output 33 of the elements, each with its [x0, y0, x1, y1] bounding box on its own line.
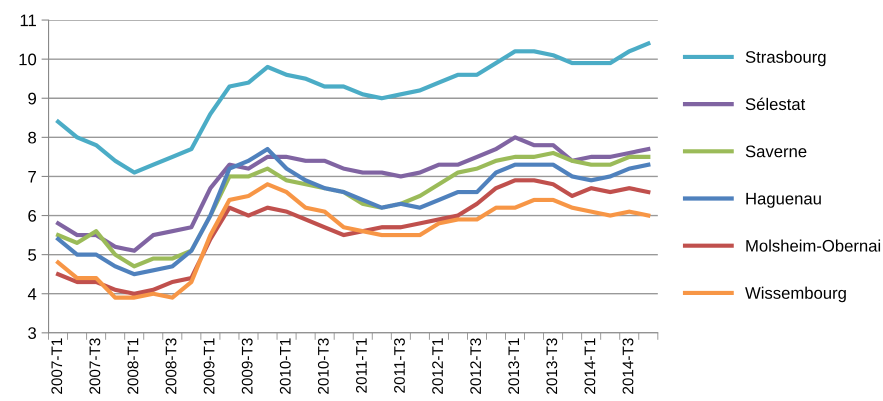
y-tick-label: 4 — [28, 288, 36, 300]
legend-label: Haguenau — [746, 192, 821, 208]
x-tick-label: 2013-T1 — [508, 338, 520, 394]
x-tick-label: 2009-T3 — [242, 338, 253, 394]
y-tick-label: 7 — [28, 171, 36, 182]
x-tick-label: 2009-T1 — [204, 338, 215, 394]
x-tick-label: 2008-T1 — [128, 338, 138, 394]
x-tick-label: 2012-T3 — [470, 338, 482, 394]
x-tick-label: 2014-T1 — [584, 338, 596, 394]
y-tick-label: 3 — [28, 327, 36, 340]
line-series — [56, 41, 650, 175]
legend-label: Saverne — [746, 146, 806, 158]
x-tick-label: 2011-T1 — [356, 338, 367, 393]
x-tick-label: 2010-T1 — [280, 338, 291, 394]
y-tick-label: 8 — [28, 132, 36, 144]
legend-label: Molsheim-Obernai — [746, 239, 880, 252]
legend-label: Wissembourg — [745, 286, 846, 302]
legend-label: Sélestat — [746, 98, 806, 110]
x-tick-label: 2011-T3 — [394, 338, 405, 393]
x-tick-label: 2007-T1 — [51, 338, 62, 394]
y-tick-label: 11 — [20, 14, 36, 26]
y-tick-label: 6 — [28, 210, 36, 222]
x-tick-label: 2007-T3 — [89, 338, 100, 394]
y-tick-label: 5 — [28, 249, 36, 261]
x-tick-label: 2014-T3 — [622, 338, 634, 394]
x-tick-label: 2012-T1 — [432, 338, 443, 394]
legend-label: Strasbourg — [746, 50, 826, 66]
line-series — [56, 135, 650, 253]
y-tick-label: 9 — [28, 92, 36, 104]
x-tick-label: 2008-T3 — [166, 338, 176, 394]
x-tick-label: 2013-T3 — [546, 338, 558, 394]
y-tick-label: 10 — [19, 54, 36, 66]
x-tick-label: 2010-T3 — [318, 338, 329, 394]
